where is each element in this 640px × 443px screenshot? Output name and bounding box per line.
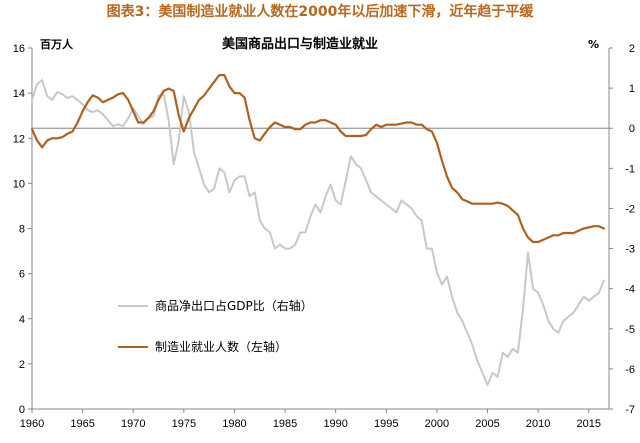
right-tick-label: -5 (625, 324, 635, 336)
x-tick-label: 2010 (526, 418, 550, 430)
left-unit-label: 百万人 (40, 37, 74, 51)
x-tick-label: 1965 (70, 418, 94, 430)
left-tick-label: 8 (19, 224, 25, 236)
series-line-net-exports (31, 79, 605, 386)
x-tick-label: 1995 (374, 418, 398, 430)
right-tick-label: 2 (629, 43, 635, 55)
right-tick-label: -6 (625, 364, 635, 376)
right-tick-label: -7 (625, 404, 635, 416)
legend-label-employment: 制造业就业人数（左轴） (155, 339, 287, 354)
right-unit-label: % (588, 38, 599, 51)
x-tick-label: 2000 (425, 418, 449, 430)
left-tick-label: 14 (13, 88, 25, 100)
x-tick-label: 1990 (323, 418, 347, 430)
left-tick-label: 10 (13, 178, 25, 190)
right-tick-label: -4 (625, 284, 635, 296)
x-tick-label: 1960 (20, 418, 44, 430)
legend-label-net-exports: 商品净出口占GDP比（右轴） (155, 298, 313, 313)
left-tick-label: 0 (19, 404, 25, 416)
chart-title: 美国商品出口与制造业就业 (222, 36, 378, 52)
legend: 商品净出口占GDP比（右轴） 制造业就业人数（左轴） (118, 298, 313, 354)
right-tick-label: -3 (625, 244, 635, 256)
right-tick-label: 0 (629, 123, 635, 135)
x-tick-label: 1985 (273, 418, 297, 430)
x-tick-label: 1975 (172, 418, 196, 430)
x-tick-label: 2015 (577, 418, 601, 430)
right-tick-label: -1 (625, 163, 635, 175)
left-tick-label: 16 (13, 43, 25, 55)
x-tick-label: 2005 (475, 418, 499, 430)
right-tick-label: 1 (629, 83, 635, 95)
left-tick-label: 2 (19, 359, 25, 371)
series-layer (30, 74, 605, 386)
left-tick-label: 12 (13, 133, 25, 145)
left-tick-label: 6 (19, 269, 25, 281)
x-tick-label: 1970 (121, 418, 145, 430)
x-tick-label: 1980 (222, 418, 246, 430)
series-line-employment (30, 74, 605, 244)
left-tick-label: 4 (19, 314, 25, 326)
figure-title: 图表3：美国制造业就业人数在2000年以后加速下滑，近年趋于平缓 (106, 4, 534, 20)
right-tick-label: -2 (625, 203, 635, 215)
